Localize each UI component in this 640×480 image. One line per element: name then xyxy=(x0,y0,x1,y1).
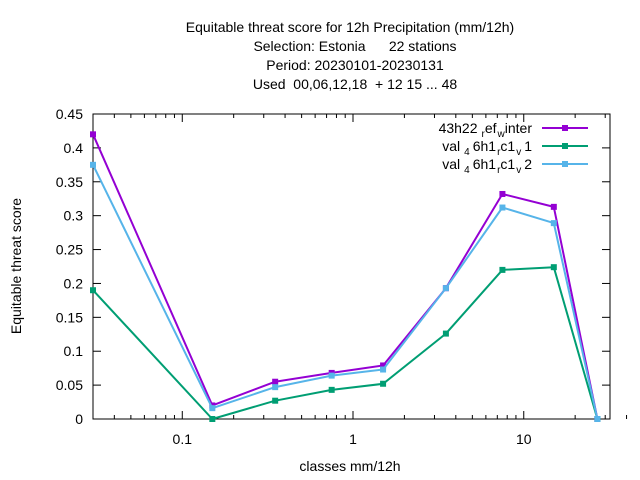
y-tick-label: 0.45 xyxy=(56,106,83,122)
data-point xyxy=(90,131,96,138)
legend: 43h22 refwinter val 4 6h1rc1v 1 val 4 6h1rc1v 2 xyxy=(439,120,588,176)
data-point xyxy=(550,203,557,210)
data-point xyxy=(499,190,506,197)
series-line xyxy=(92,266,599,420)
data-point xyxy=(442,330,449,337)
data-point xyxy=(380,380,387,387)
y-axis-label: Equitable threat score xyxy=(8,198,24,334)
data-point xyxy=(499,204,506,211)
data-point xyxy=(328,386,335,393)
data-point xyxy=(380,366,387,373)
data-point xyxy=(90,161,96,168)
title-line-2: Selection: Estonia 22 stations xyxy=(253,38,456,54)
y-tick-label: 0 xyxy=(75,411,83,427)
x-tick-label: 0.1 xyxy=(173,431,193,447)
data-point xyxy=(442,285,449,292)
legend-marker xyxy=(562,161,568,167)
data-point xyxy=(272,397,279,404)
data-point xyxy=(272,378,279,385)
x-axis: 0.1 1 10 xyxy=(92,114,628,447)
data-point xyxy=(90,287,96,294)
legend-entry: val 4 6h1rc1v 2 xyxy=(442,156,588,176)
legend-label: val 4 6h1rc1v 1 xyxy=(442,138,532,158)
series-layer xyxy=(90,131,601,422)
legend-label: val 4 6h1rc1v 2 xyxy=(442,156,532,176)
y-tick-label: 0.35 xyxy=(56,174,83,190)
data-point xyxy=(550,220,557,227)
series-line xyxy=(92,164,599,420)
x-tick-label: 10 xyxy=(516,431,532,447)
y-tick-label: 0.2 xyxy=(64,275,84,291)
title-line-4: Used 00,06,12,18 + 12 15 ... 48 xyxy=(253,76,458,92)
chart-title: Equitable threat score for 12h Precipita… xyxy=(186,19,514,92)
title-line-3: Period: 20230101-20230131 xyxy=(266,57,444,73)
data-point xyxy=(499,266,506,273)
legend-marker xyxy=(562,143,568,149)
series-line xyxy=(92,133,599,420)
y-tick-label: 0.1 xyxy=(64,343,84,359)
data-point xyxy=(209,416,216,422)
legend-entry: 43h22 refwinter xyxy=(439,120,588,140)
y-tick-label: 0.3 xyxy=(64,208,84,224)
data-point xyxy=(328,372,335,379)
data-point xyxy=(272,384,279,391)
y-tick-label: 0.4 xyxy=(64,140,84,156)
legend-label: 43h22 refwinter xyxy=(439,120,533,140)
y-tick-label: 0.25 xyxy=(56,242,83,258)
data-point xyxy=(594,416,601,422)
y-axis: 0 0.05 0.1 0.15 0.2 0.25 0.3 0.35 0.4 0.45 xyxy=(56,106,610,427)
legend-entry: val 4 6h1rc1v 1 xyxy=(442,138,588,158)
y-tick-label: 0.15 xyxy=(56,309,83,325)
data-point xyxy=(209,405,216,412)
data-point xyxy=(550,264,557,271)
plot-frame xyxy=(92,113,611,420)
data-point xyxy=(380,362,387,369)
legend-marker xyxy=(562,125,568,131)
x-axis-label: classes mm/12h xyxy=(299,458,400,474)
x-tick-label: 1 xyxy=(349,431,357,447)
y-tick-label: 0.05 xyxy=(56,377,83,393)
title-line-1: Equitable threat score for 12h Precipita… xyxy=(186,19,514,35)
